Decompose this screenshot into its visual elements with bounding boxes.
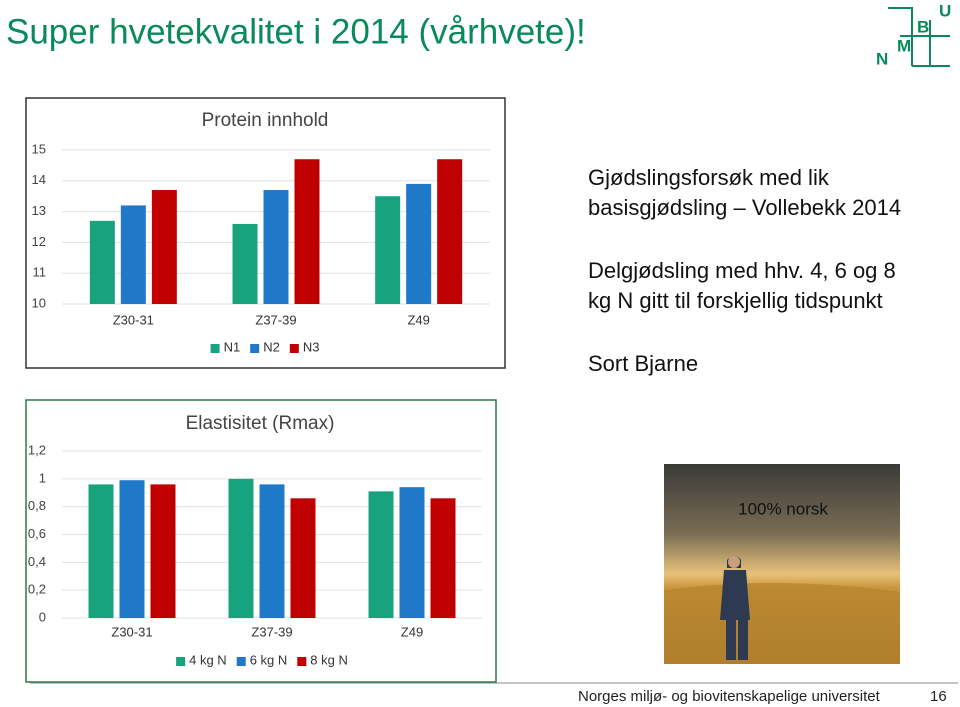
legend-label: 4 kg N bbox=[189, 652, 227, 667]
bar bbox=[89, 220, 115, 304]
photo: 100% norsk bbox=[664, 464, 900, 664]
x-tick-label: Z49 bbox=[407, 312, 429, 327]
logo-letter: N bbox=[876, 49, 888, 68]
legend-label: 8 kg N bbox=[310, 652, 348, 667]
bar bbox=[120, 205, 146, 304]
bar bbox=[406, 183, 432, 304]
y-tick-label: 1,2 bbox=[28, 442, 46, 457]
logo-letter: M bbox=[897, 36, 911, 55]
chart-title: Elastisitet (Rmax) bbox=[186, 413, 335, 434]
y-tick-label: 1 bbox=[39, 470, 46, 485]
body-text: Sort Bjarne bbox=[588, 351, 698, 376]
body-text: Gjødslingsforsøk med lik bbox=[588, 165, 830, 190]
legend-swatch bbox=[297, 657, 307, 666]
y-tick-label: 0,2 bbox=[28, 582, 46, 597]
bar bbox=[290, 498, 316, 618]
bar bbox=[430, 498, 456, 618]
bar bbox=[228, 478, 254, 618]
page-number: 16 bbox=[930, 688, 947, 705]
logo-letters: N M B U bbox=[876, 1, 951, 68]
y-tick-label: 14 bbox=[32, 172, 46, 187]
bar bbox=[368, 491, 394, 618]
legend-swatch bbox=[250, 344, 260, 353]
x-tick-label: Z49 bbox=[401, 624, 423, 639]
bar bbox=[294, 159, 320, 304]
logo-letter: B bbox=[917, 17, 929, 36]
logo bbox=[888, 7, 950, 67]
x-tick-label: Z37-39 bbox=[255, 312, 296, 327]
y-tick-label: 15 bbox=[32, 141, 46, 156]
bar bbox=[232, 223, 258, 304]
legend-label: N3 bbox=[303, 339, 320, 354]
legend-label: N1 bbox=[224, 339, 241, 354]
y-tick-label: 11 bbox=[33, 265, 47, 280]
bar bbox=[151, 190, 177, 304]
y-tick-label: 0,8 bbox=[28, 498, 46, 513]
x-tick-label: Z37-39 bbox=[251, 624, 292, 639]
bar bbox=[399, 487, 425, 618]
bar bbox=[259, 484, 285, 618]
logo-letter: U bbox=[939, 1, 951, 20]
footer-text: Norges miljø- og biovitenskapelige unive… bbox=[578, 688, 881, 705]
bar bbox=[88, 484, 114, 618]
bar bbox=[263, 190, 289, 304]
slide-title: Super hvetekvalitet i 2014 (vårhvete)! bbox=[6, 12, 586, 51]
y-tick-label: 0,6 bbox=[28, 526, 46, 541]
legend-swatch bbox=[236, 657, 246, 666]
y-tick-label: 12 bbox=[32, 234, 46, 249]
body-text: kg N gitt til forskjellig tidspunkt bbox=[588, 288, 883, 313]
legend-label: N2 bbox=[263, 339, 280, 354]
x-tick-label: Z30-31 bbox=[111, 624, 152, 639]
y-tick-label: 0 bbox=[39, 609, 46, 624]
x-tick-label: Z30-31 bbox=[113, 312, 154, 327]
legend-swatch bbox=[210, 344, 220, 353]
legend-swatch bbox=[289, 344, 299, 353]
y-tick-label: 13 bbox=[32, 203, 46, 218]
body-text: Delgjødsling med hhv. 4, 6 og 8 bbox=[588, 258, 896, 283]
bar bbox=[119, 480, 145, 618]
photo-caption: 100% norsk bbox=[738, 499, 828, 518]
body-text: basisgjødsling – Vollebekk 2014 bbox=[588, 195, 901, 220]
y-tick-label: 10 bbox=[32, 295, 46, 310]
chart-title: Protein innhold bbox=[202, 110, 329, 131]
bar bbox=[437, 159, 463, 304]
legend-label: 6 kg N bbox=[250, 652, 288, 667]
bar bbox=[375, 196, 401, 304]
bar bbox=[150, 484, 176, 618]
legend-swatch bbox=[176, 657, 186, 666]
y-tick-label: 0,4 bbox=[28, 554, 46, 569]
